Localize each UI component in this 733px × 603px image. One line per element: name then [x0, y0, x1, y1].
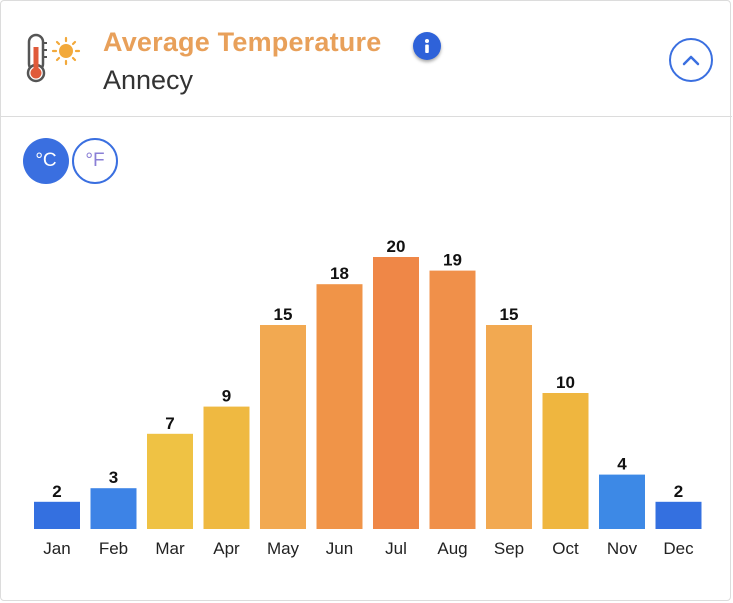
bar-jan [34, 501, 80, 529]
celsius-button[interactable]: °C [23, 138, 69, 184]
bar-value-label-mar: 7 [165, 414, 174, 433]
bar-dec [655, 501, 702, 529]
bar-value-label-jan: 2 [52, 482, 61, 501]
bar-mar [147, 433, 193, 529]
fahrenheit-button[interactable]: °F [72, 138, 118, 184]
x-tick-label-jan: Jan [43, 539, 70, 558]
x-tick-label-nov: Nov [607, 539, 638, 558]
x-tick-label-mar: Mar [155, 539, 185, 558]
bar-value-label-aug: 19 [443, 251, 462, 270]
info-button[interactable] [413, 32, 441, 60]
thermometer-sun-icon [26, 33, 81, 83]
x-tick-label-feb: Feb [99, 539, 128, 558]
bar-value-label-jun: 18 [330, 264, 349, 283]
bar-jul [373, 257, 419, 529]
bar-may [260, 325, 306, 529]
bar-value-label-oct: 10 [556, 373, 575, 392]
bar-value-label-jul: 20 [387, 237, 406, 256]
bar-jun [316, 284, 363, 529]
bar-value-label-dec: 2 [674, 482, 683, 501]
bar-value-label-may: 15 [274, 305, 293, 324]
x-tick-label-jul: Jul [385, 539, 407, 558]
x-tick-label-oct: Oct [552, 539, 579, 558]
card-title: Average Temperature [103, 27, 382, 57]
card-header: Average Temperature Annecy [1, 1, 732, 117]
bar-feb [90, 488, 137, 529]
temperature-bar-chart: 2 Jan 3 Feb 7 Mar 9 Apr 15 May 18 Jun 20 Jul 19 Aug 15 Se… [34, 237, 702, 558]
info-icon [425, 39, 429, 53]
bar-value-label-feb: 3 [109, 468, 118, 487]
x-tick-label-dec: Dec [663, 539, 694, 558]
bar-value-label-nov: 4 [617, 455, 627, 474]
bar-apr [203, 406, 250, 529]
bar-value-label-apr: 9 [222, 387, 231, 406]
x-tick-label-apr: Apr [213, 539, 240, 558]
bar-nov [599, 474, 645, 529]
bar-sep [486, 325, 532, 529]
chevron-up-icon [682, 55, 700, 66]
location-name: Annecy [103, 65, 194, 95]
bar-aug [429, 270, 476, 529]
x-tick-label-jun: Jun [326, 539, 353, 558]
x-tick-label-may: May [267, 539, 300, 558]
bar-value-label-sep: 15 [500, 305, 519, 324]
x-tick-label-sep: Sep [494, 539, 524, 558]
collapse-button[interactable] [669, 38, 713, 82]
x-tick-label-aug: Aug [437, 539, 467, 558]
bar-oct [542, 393, 589, 529]
